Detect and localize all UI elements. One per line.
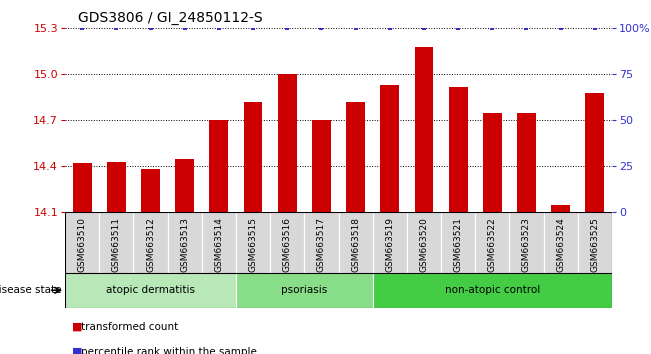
Bar <box>175 159 194 212</box>
Bar <box>483 113 502 212</box>
Bar <box>133 212 168 273</box>
Bar <box>243 102 262 212</box>
Text: GSM663517: GSM663517 <box>317 217 326 272</box>
Text: non-atopic control: non-atopic control <box>445 285 540 295</box>
Point <box>214 25 224 31</box>
Bar <box>380 85 399 212</box>
Point <box>350 25 361 31</box>
Text: psoriasis: psoriasis <box>281 285 327 295</box>
Text: atopic dermatitis: atopic dermatitis <box>106 285 195 295</box>
Point <box>590 25 600 31</box>
Bar <box>585 93 604 212</box>
Text: transformed count: transformed count <box>81 322 178 332</box>
Bar <box>236 273 372 308</box>
Bar <box>407 212 441 273</box>
Bar <box>544 212 578 273</box>
Bar <box>517 113 536 212</box>
Bar <box>415 47 434 212</box>
Text: disease state: disease state <box>0 285 62 295</box>
Bar <box>578 212 612 273</box>
Text: GSM663523: GSM663523 <box>522 217 531 272</box>
Point <box>555 25 566 31</box>
Bar <box>305 212 339 273</box>
Point <box>282 25 292 31</box>
Text: GSM663519: GSM663519 <box>385 217 395 272</box>
Bar <box>278 74 297 212</box>
Bar <box>107 162 126 212</box>
Point <box>316 25 327 31</box>
Text: ■: ■ <box>72 322 82 332</box>
Bar <box>202 212 236 273</box>
Text: GSM663518: GSM663518 <box>351 217 360 272</box>
Bar <box>510 212 544 273</box>
Point <box>248 25 258 31</box>
Bar <box>236 212 270 273</box>
Point <box>111 25 122 31</box>
Bar <box>373 273 612 308</box>
Text: GSM663512: GSM663512 <box>146 217 155 272</box>
Text: GSM663514: GSM663514 <box>214 217 223 272</box>
Text: GSM663522: GSM663522 <box>488 217 497 272</box>
Text: GSM663524: GSM663524 <box>556 217 565 272</box>
Bar <box>73 163 92 212</box>
Text: GSM663516: GSM663516 <box>283 217 292 272</box>
Bar <box>441 212 475 273</box>
Text: GDS3806 / GI_24850112-S: GDS3806 / GI_24850112-S <box>78 11 263 25</box>
Bar <box>270 212 305 273</box>
Text: GSM663510: GSM663510 <box>77 217 87 272</box>
Bar <box>65 212 99 273</box>
Point <box>487 25 497 31</box>
Text: GSM663513: GSM663513 <box>180 217 189 272</box>
Text: GSM663521: GSM663521 <box>454 217 463 272</box>
Point <box>180 25 190 31</box>
Bar <box>141 170 160 212</box>
Bar <box>65 273 236 308</box>
Bar <box>312 120 331 212</box>
Bar <box>346 102 365 212</box>
Point <box>521 25 532 31</box>
Point <box>419 25 429 31</box>
Point <box>77 25 87 31</box>
Text: GSM663520: GSM663520 <box>419 217 428 272</box>
Point <box>145 25 156 31</box>
Bar <box>551 205 570 212</box>
Bar <box>210 120 229 212</box>
Text: percentile rank within the sample: percentile rank within the sample <box>81 347 257 354</box>
Text: GSM663511: GSM663511 <box>112 217 121 272</box>
Text: GSM663525: GSM663525 <box>590 217 600 272</box>
Bar <box>100 212 133 273</box>
Bar <box>339 212 373 273</box>
Bar <box>168 212 202 273</box>
Point <box>385 25 395 31</box>
Bar <box>373 212 407 273</box>
Point <box>453 25 464 31</box>
Bar <box>475 212 510 273</box>
Text: GSM663515: GSM663515 <box>249 217 258 272</box>
Bar <box>449 87 467 212</box>
Text: ■: ■ <box>72 347 82 354</box>
